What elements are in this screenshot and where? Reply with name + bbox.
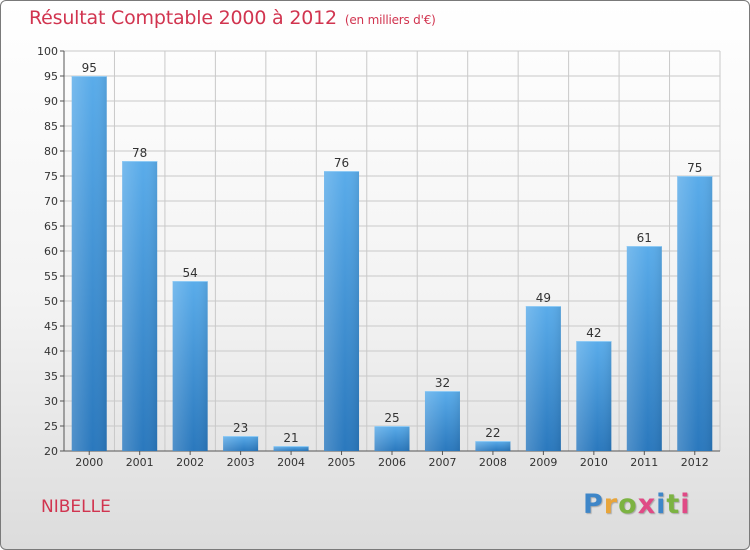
x-tick-label-2000: 2000 [75,456,103,469]
value-label-2008: 22 [485,426,500,440]
bar-shade-2003 [223,436,259,451]
y-tick-label: 85 [44,120,58,133]
bars [71,76,713,451]
tick-labels: 20 25 30 35 40 45 50 55 60 65 70 75 80 85 90 95 100 2000 2… [37,45,709,469]
x-tick-label-2004: 2004 [277,456,305,469]
logo-letter: t [666,489,681,520]
value-labels: 95 78 54 23 21 76 25 32 22 49 42 61 75 [82,61,703,445]
x-tick-label-2011: 2011 [630,456,658,469]
chart-title-text: Résultat Comptable 2000 à 2012 [29,7,337,29]
y-tick-label: 50 [44,295,58,308]
x-tick-label-2012: 2012 [681,456,709,469]
y-tick-label: 55 [44,270,58,283]
y-tick-label: 100 [37,45,58,58]
logo-letter: i [680,489,691,520]
bar-shade-2009 [525,306,561,451]
commune-name: NIBELLE [41,497,111,517]
value-label-2012: 75 [687,161,702,175]
y-tick-label: 35 [44,370,58,383]
bar-shade-2004 [273,446,309,451]
bar-shade-2005 [324,171,360,451]
x-tick-label-2001: 2001 [126,456,154,469]
value-label-2004: 21 [283,431,298,445]
x-tick-label-2009: 2009 [529,456,557,469]
x-tick-label-2006: 2006 [378,456,406,469]
value-label-2007: 32 [435,376,450,390]
logo-letter: o [618,489,638,520]
logo-letter: i [656,489,667,520]
bar-shade-2000 [71,76,107,451]
y-tick-label: 60 [44,245,58,258]
bar-shade-2006 [374,426,410,451]
y-tick-label: 45 [44,320,58,333]
bar-shade-2002 [172,281,208,451]
y-tick-label: 40 [44,345,58,358]
x-tick-label-2002: 2002 [176,456,204,469]
y-tick-label: 25 [44,420,58,433]
logo-letter: x [637,489,657,520]
proxiti-logo: Proxiti [583,489,691,520]
bar-shade-2007 [424,391,460,451]
x-tick-label-2010: 2010 [580,456,608,469]
y-tick-label: 75 [44,170,58,183]
bar-shade-2001 [122,161,158,451]
y-tick-label: 30 [44,395,58,408]
y-tick-label: 80 [44,145,58,158]
grid-lines [63,50,721,452]
logo-letter: r [603,489,619,520]
y-tick-label: 65 [44,220,58,233]
x-tick-label-2005: 2005 [328,456,356,469]
bar-shade-2011 [626,246,662,451]
value-label-2003: 23 [233,421,248,435]
y-tick-label: 90 [44,95,58,108]
value-label-2011: 61 [637,231,652,245]
chart-title: Résultat Comptable 2000 à 2012 (en millie… [29,7,436,29]
value-label-2002: 54 [183,266,198,280]
chart-subtitle: (en milliers d'€) [344,13,436,27]
value-label-2009: 49 [536,291,551,305]
logo-letter: P [583,489,604,520]
y-tick-label: 70 [44,195,58,208]
y-tick-label: 20 [44,445,58,458]
axes [60,50,720,455]
bar-shade-2008 [475,441,511,451]
x-tick-label-2008: 2008 [479,456,507,469]
x-tick-label-2003: 2003 [227,456,255,469]
value-label-2010: 42 [586,326,601,340]
x-tick-label-2007: 2007 [428,456,456,469]
value-label-2001: 78 [132,146,147,160]
y-tick-label: 95 [44,70,58,83]
bar-shade-2012 [677,176,713,451]
value-label-2005: 76 [334,156,349,170]
bar-shade-2010 [576,341,612,451]
value-label-2000: 95 [82,61,97,75]
value-label-2006: 25 [384,411,399,425]
